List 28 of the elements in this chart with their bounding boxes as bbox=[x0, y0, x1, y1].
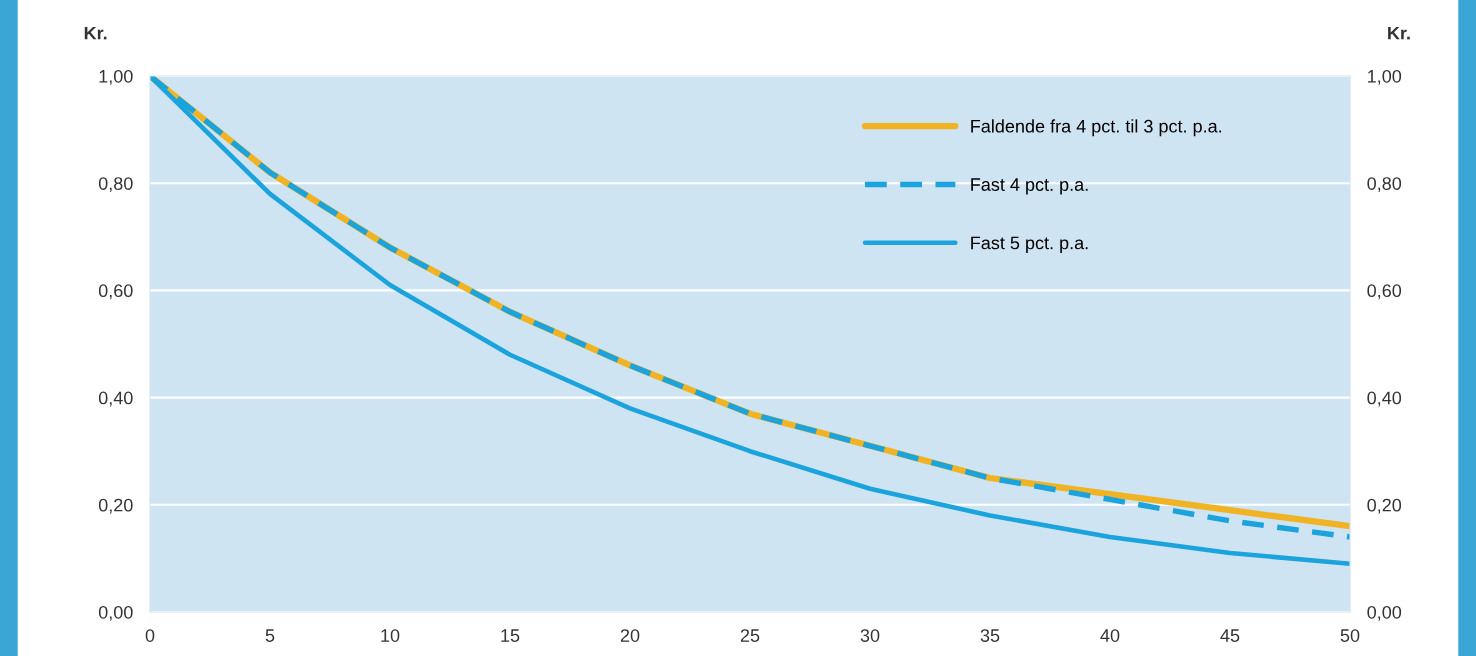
x-tick-label: 25 bbox=[740, 629, 760, 642]
x-tick-label: 10 bbox=[381, 629, 400, 642]
x-tick-label: 5 bbox=[265, 629, 275, 642]
y-tick-label: 0,60 bbox=[98, 284, 133, 300]
legend-label: Faldende fra 4 pct. til 3 pct. p.a. bbox=[971, 119, 1222, 137]
y2-tick-label: 0,40 bbox=[1367, 391, 1402, 407]
x-tick-label: 0 bbox=[145, 629, 155, 642]
y-tick-label: 1,00 bbox=[99, 69, 133, 85]
y2-axis-title: Kr. bbox=[1388, 26, 1410, 40]
y2-tick-label: 0,20 bbox=[1367, 498, 1402, 514]
legend-label: Fast 5 pct. p.a. bbox=[971, 236, 1088, 253]
y-tick-label: 0,20 bbox=[98, 498, 133, 514]
x-tick-label: 20 bbox=[620, 629, 640, 642]
y-axis-title: Kr. bbox=[84, 26, 107, 40]
y2-tick-label: 0,00 bbox=[1367, 605, 1402, 621]
y2-tick-label: 0,60 bbox=[1367, 284, 1402, 300]
y-tick-label: 0,40 bbox=[98, 391, 133, 407]
legend-label: Fast 4 pct. p.a. bbox=[971, 178, 1088, 195]
x-tick-label: 45 bbox=[1220, 629, 1240, 642]
x-tick-label: 40 bbox=[1100, 629, 1120, 642]
y2-tick-label: 1,00 bbox=[1368, 69, 1402, 85]
y2-tick-label: 0,80 bbox=[1367, 177, 1402, 193]
x-tick-label: 15 bbox=[501, 629, 520, 642]
y-tick-label: 0,00 bbox=[98, 605, 133, 621]
x-tick-label: 35 bbox=[980, 629, 1000, 642]
y-tick-label: 0,80 bbox=[98, 177, 133, 193]
x-tick-label: 30 bbox=[860, 629, 880, 642]
x-tick-label: 50 bbox=[1340, 629, 1360, 642]
